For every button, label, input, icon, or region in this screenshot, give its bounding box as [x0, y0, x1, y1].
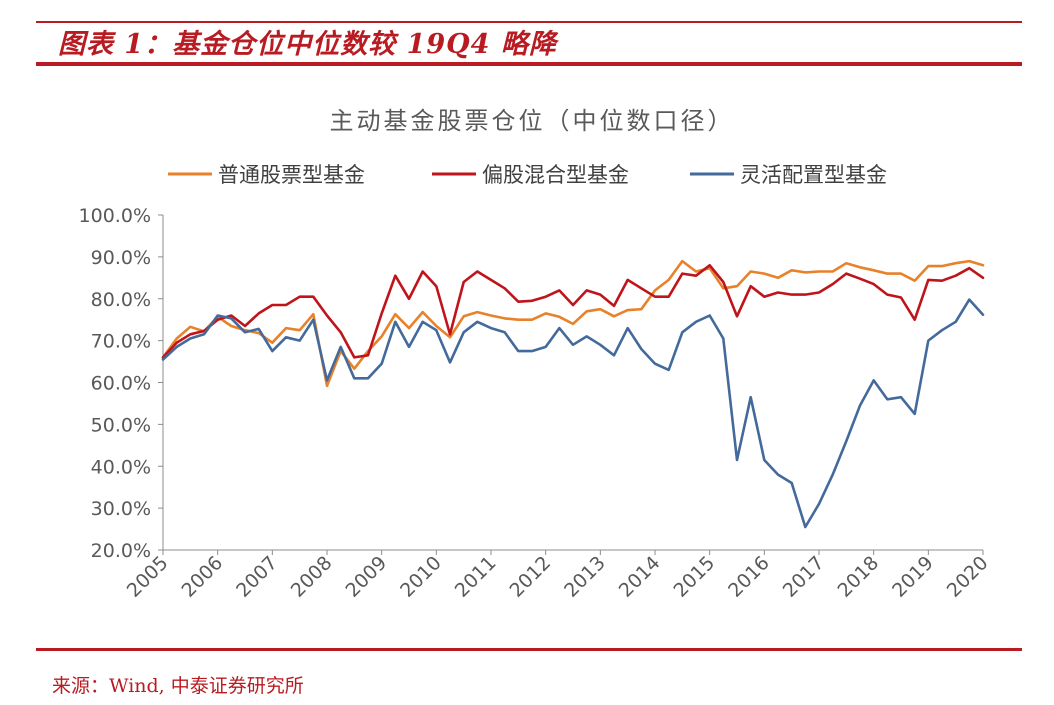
- x-tick-label: 2012: [505, 552, 555, 602]
- legend-label-3: 灵活配置型基金: [740, 163, 887, 187]
- chart-legend: 普通股票型基金 偏股混合型基金 灵活配置型基金: [168, 163, 887, 187]
- x-tick-label: 2017: [779, 552, 829, 602]
- x-tick-label: 2010: [396, 552, 446, 602]
- footer-rule: [36, 648, 1022, 651]
- x-tick-label: 2019: [888, 552, 938, 602]
- x-tick-label: 2020: [943, 552, 993, 602]
- y-tick-label: 90.0%: [91, 247, 151, 269]
- y-tick-label: 30.0%: [91, 498, 151, 520]
- x-tick-label: 2015: [669, 552, 719, 602]
- header-rule-thick: [36, 62, 1022, 66]
- series-line-1: [161, 259, 985, 388]
- legend-label-1: 普通股票型基金: [218, 163, 365, 187]
- y-tick-label: 100.0%: [79, 205, 151, 227]
- x-tick-label: 2018: [833, 552, 883, 602]
- source-note: 来源：Wind, 中泰证券研究所: [52, 675, 304, 697]
- y-tick-label: 40.0%: [91, 456, 151, 478]
- legend-label-2: 偏股混合型基金: [482, 163, 629, 187]
- series-line-2: [161, 263, 985, 359]
- chart-axes: 100.0% 90.0% 80.0% 70.0% 60.0% 50.0% 40.0% 30.0…: [79, 205, 993, 602]
- header-rule-thin: [36, 21, 1022, 23]
- x-tick-label: 2008: [287, 552, 337, 602]
- x-tick-label: 2007: [232, 552, 282, 602]
- y-tick-label: 20.0%: [91, 540, 151, 562]
- figure-title: 图表 1：基金仓位中位数较 19Q4 略降: [58, 29, 557, 60]
- x-tick-label: 2011: [451, 552, 501, 602]
- y-tick-label: 50.0%: [91, 414, 151, 436]
- y-tick-label: 70.0%: [91, 331, 151, 353]
- figure-header: 图表 1：基金仓位中位数较 19Q4 略降: [36, 18, 1022, 66]
- x-tick-label: 2016: [724, 552, 774, 602]
- series-line-3: [161, 298, 985, 529]
- x-tick-label: 2006: [177, 552, 227, 602]
- y-tick-label: 60.0%: [91, 373, 151, 395]
- y-tick-label: 80.0%: [91, 289, 151, 311]
- x-tick-label: 2014: [615, 552, 665, 602]
- plot-area: [161, 259, 985, 529]
- chart-title: 主动基金股票仓位（中位数口径）: [330, 107, 735, 135]
- x-tick-label: 2013: [560, 552, 610, 602]
- x-tick-label: 2009: [341, 552, 391, 602]
